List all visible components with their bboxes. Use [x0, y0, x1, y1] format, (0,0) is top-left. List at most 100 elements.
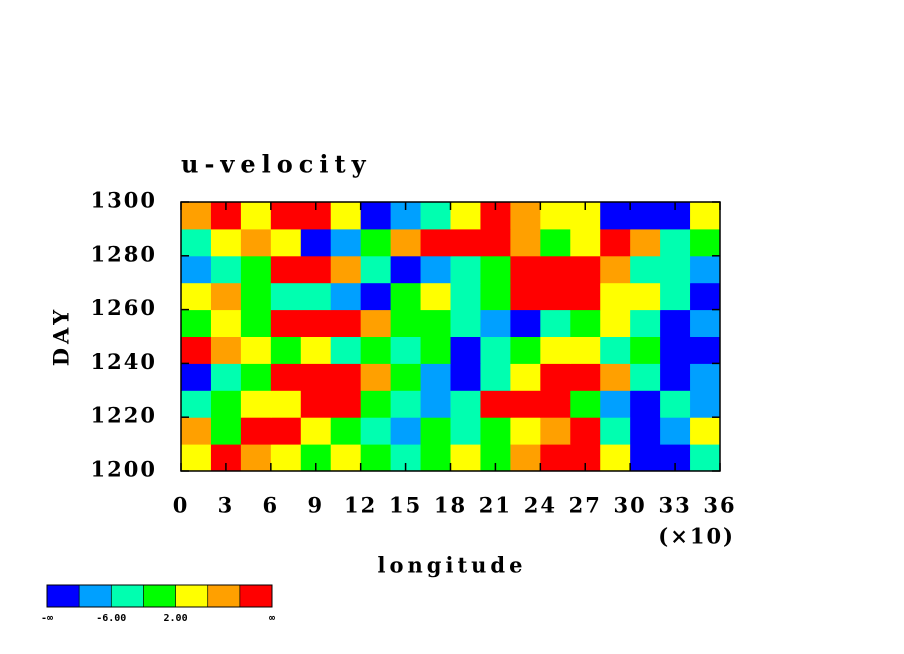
cell	[570, 363, 601, 391]
y-tick-label: 1280	[91, 241, 157, 266]
cell	[270, 444, 302, 472]
colorbar-swatch	[47, 585, 80, 607]
cell	[690, 417, 721, 445]
cell	[570, 390, 601, 418]
cell	[600, 309, 631, 337]
cell	[660, 228, 691, 257]
cell	[420, 363, 451, 391]
colorbar-swatch	[207, 585, 240, 607]
cell	[690, 390, 721, 418]
cell	[690, 282, 721, 311]
y-tick-label: 1240	[91, 349, 157, 374]
cell	[510, 282, 541, 311]
cell	[630, 309, 661, 337]
x-tick-label: 15	[389, 493, 422, 518]
cell	[510, 363, 541, 391]
cell	[330, 202, 362, 230]
cell	[600, 282, 631, 311]
cell	[690, 444, 721, 472]
cell	[390, 363, 422, 391]
cell	[360, 255, 392, 284]
y-tick-label: 1300	[91, 188, 157, 213]
cell	[360, 336, 392, 364]
cell	[450, 444, 481, 472]
cell	[450, 202, 481, 230]
x-tick-label: 6	[263, 493, 280, 518]
cell	[330, 363, 362, 391]
chart-title: u-velocity	[181, 150, 372, 179]
cell	[270, 363, 302, 391]
cell	[300, 309, 332, 337]
cell	[510, 417, 541, 445]
cell	[600, 444, 631, 472]
cell	[540, 282, 571, 311]
cell	[600, 336, 631, 364]
cell	[300, 255, 332, 284]
cell	[450, 363, 481, 391]
cell	[360, 309, 392, 337]
cell	[300, 417, 332, 445]
cell	[630, 363, 661, 391]
y-tick-label: 1220	[91, 403, 157, 428]
cell	[480, 282, 511, 311]
cell	[630, 202, 661, 230]
cell	[240, 417, 272, 445]
cell	[210, 228, 242, 257]
cell	[330, 336, 362, 364]
cell	[690, 336, 721, 364]
cell	[630, 255, 661, 284]
cell	[630, 390, 661, 418]
cell	[181, 390, 212, 418]
cell	[210, 417, 242, 445]
colorbar-swatch	[111, 585, 144, 607]
cell	[270, 390, 302, 418]
cell	[510, 390, 541, 418]
cell	[510, 202, 541, 230]
cell	[420, 202, 451, 230]
x-tick-label: 21	[479, 493, 512, 518]
colorbar-label: -∞	[41, 613, 53, 624]
cell	[270, 228, 302, 257]
cell	[600, 363, 631, 391]
cell	[480, 336, 511, 364]
cell	[570, 309, 601, 337]
cell	[390, 228, 422, 257]
cell	[330, 444, 362, 472]
cell	[330, 255, 362, 284]
cell	[660, 363, 691, 391]
y-axis-label: DAY	[49, 306, 74, 366]
cell	[600, 255, 631, 284]
x-tick-label: 24	[524, 493, 557, 518]
colorbar-label: 2.00	[164, 613, 188, 624]
cell	[630, 282, 661, 311]
cell	[660, 309, 691, 337]
cell	[300, 390, 332, 418]
cell	[390, 417, 422, 445]
cell	[330, 417, 362, 445]
cell	[390, 336, 422, 364]
cell	[210, 282, 242, 311]
cell	[360, 202, 392, 230]
cell	[540, 255, 571, 284]
cell	[330, 390, 362, 418]
cell	[690, 363, 721, 391]
cell	[420, 309, 451, 337]
cell	[630, 444, 661, 472]
cell	[480, 390, 511, 418]
cell	[181, 228, 212, 257]
colorbar-swatch	[175, 585, 208, 607]
colorbar-frame	[46, 584, 273, 608]
cell	[420, 417, 451, 445]
cell	[240, 228, 272, 257]
cell	[540, 228, 571, 257]
cell	[360, 417, 392, 445]
cell	[450, 390, 481, 418]
cell	[300, 282, 332, 311]
cell	[510, 228, 541, 257]
cell	[540, 336, 571, 364]
cell	[240, 363, 272, 391]
cell	[480, 363, 511, 391]
cell	[450, 309, 481, 337]
cell	[270, 336, 302, 364]
